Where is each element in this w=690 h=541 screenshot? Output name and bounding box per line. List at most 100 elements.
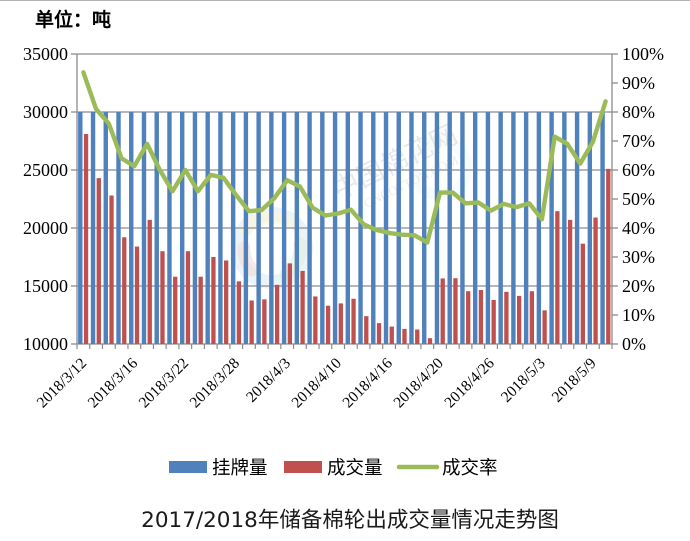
bar-listing-volume bbox=[358, 112, 363, 344]
y-axis-right-tick-label: 40% bbox=[622, 218, 655, 238]
unit-label: 单位：吨 bbox=[35, 8, 111, 31]
x-axis-date-label: 2018/3/16 bbox=[85, 355, 142, 412]
bar-listing-volume bbox=[281, 112, 287, 344]
bar-traded-volume bbox=[274, 284, 280, 344]
bar-listing-volume bbox=[154, 112, 159, 344]
bar-traded-volume bbox=[351, 298, 356, 344]
y-axis-right-tick-label: 10% bbox=[622, 305, 655, 325]
bar-listing-volume bbox=[447, 112, 452, 344]
bar-listing-volume bbox=[116, 112, 121, 344]
x-axis-date-label: 2018/4/10 bbox=[288, 355, 345, 412]
bar-listing-volume bbox=[549, 112, 554, 344]
bar-listing-volume bbox=[383, 112, 389, 344]
bar-traded-volume bbox=[96, 178, 101, 344]
y-axis-right-tick-label: 100% bbox=[622, 44, 664, 64]
bar-traded-volume bbox=[198, 276, 203, 344]
bar-traded-volume bbox=[224, 260, 229, 344]
bar-traded-volume bbox=[440, 278, 445, 344]
bar-listing-volume bbox=[192, 112, 198, 344]
bar-traded-volume bbox=[109, 195, 114, 344]
y-axis-left-tick-label: 10000 bbox=[23, 334, 68, 354]
bar-listing-volume bbox=[205, 112, 210, 344]
legend-swatch-volume bbox=[284, 461, 322, 473]
y-axis-right-tick-label: 50% bbox=[622, 189, 655, 209]
x-axis-date-label: 2018/5/9 bbox=[549, 355, 600, 406]
bar-traded-volume bbox=[313, 296, 318, 344]
bar-listing-volume bbox=[180, 112, 185, 344]
bar-traded-volume bbox=[580, 243, 585, 344]
bar-listing-volume bbox=[600, 112, 605, 344]
bar-listing-volume bbox=[409, 112, 414, 344]
rate-line bbox=[81, 70, 608, 245]
bar-listing-volume bbox=[345, 112, 350, 344]
bar-listing-volume bbox=[167, 112, 172, 344]
bar-traded-volume bbox=[83, 134, 89, 344]
bar-traded-volume bbox=[555, 211, 560, 344]
bar-traded-volume bbox=[160, 251, 165, 344]
bar-listing-volume bbox=[78, 112, 83, 344]
bar-traded-volume bbox=[249, 300, 254, 344]
x-axis-date-label: 2018/4/26 bbox=[441, 355, 498, 412]
y-axis-right-tick-label: 0% bbox=[622, 334, 646, 354]
y-axis-left-tick-label: 35000 bbox=[23, 44, 68, 64]
bar-traded-volume bbox=[122, 237, 127, 344]
bar-listing-volume bbox=[536, 112, 542, 344]
bar-traded-volume bbox=[389, 326, 394, 344]
bar-traded-volume bbox=[402, 328, 407, 344]
bar-listing-volume bbox=[269, 112, 274, 344]
bar-listing-volume bbox=[129, 112, 134, 344]
bar-traded-volume bbox=[338, 303, 343, 344]
bar-traded-volume bbox=[491, 299, 496, 344]
bar-traded-volume bbox=[287, 263, 293, 344]
bar-listing-volume bbox=[90, 112, 96, 344]
legend-label-listing: 挂牌量 bbox=[212, 458, 268, 479]
bar-listing-volume bbox=[256, 112, 261, 344]
bar-traded-volume bbox=[364, 316, 369, 344]
bar-traded-volume bbox=[376, 323, 382, 344]
bar-traded-volume bbox=[262, 299, 267, 344]
bar-listing-volume bbox=[422, 112, 427, 344]
y-axis-left-tick-label: 30000 bbox=[23, 102, 68, 122]
chart-title: 2017/2018年储备棉轮出成交量情况走势图 bbox=[141, 508, 559, 533]
y-axis-right-tick-label: 20% bbox=[622, 276, 655, 296]
bar-listing-volume bbox=[574, 112, 580, 344]
bar-listing-volume bbox=[230, 112, 236, 344]
y-axis-right-tick-label: 60% bbox=[622, 160, 655, 180]
bar-traded-volume bbox=[134, 246, 140, 344]
bar-traded-volume bbox=[466, 291, 471, 344]
bar-listing-volume bbox=[307, 112, 312, 344]
bar-traded-volume bbox=[185, 251, 191, 344]
bar-traded-volume bbox=[173, 276, 178, 344]
legend-label-rate: 成交率 bbox=[442, 458, 498, 479]
bar-listing-volume bbox=[562, 112, 567, 344]
x-axis-date-label: 2018/5/3 bbox=[498, 355, 549, 406]
bar-traded-volume bbox=[606, 168, 611, 344]
bar-listing-volume bbox=[460, 112, 465, 344]
bar-listing-volume bbox=[587, 112, 593, 344]
y-axis-left-tick-label: 15000 bbox=[23, 276, 68, 296]
bar-listing-volume bbox=[103, 112, 108, 344]
bar-traded-volume bbox=[325, 305, 331, 344]
legend-label-volume: 成交量 bbox=[327, 458, 383, 479]
bar-listing-volume bbox=[141, 112, 147, 344]
legend-swatch-listing bbox=[169, 461, 207, 473]
bar-traded-volume bbox=[300, 270, 305, 344]
x-axis-date-label: 2018/3/12 bbox=[34, 355, 90, 411]
bar-traded-volume bbox=[516, 295, 522, 344]
x-axis-date-label: 2018/3/28 bbox=[187, 355, 244, 412]
bar-listing-volume bbox=[320, 112, 325, 344]
axes bbox=[71, 53, 618, 349]
rate-line-series bbox=[81, 70, 608, 245]
bar-listing-volume bbox=[498, 112, 503, 344]
bar-listing-volume bbox=[472, 112, 478, 344]
bar-listing-volume bbox=[218, 112, 223, 344]
bar-traded-volume bbox=[542, 310, 547, 344]
bar-listing-volume bbox=[434, 112, 440, 344]
bar-traded-volume bbox=[427, 338, 433, 344]
bar-listing-volume bbox=[396, 112, 401, 344]
bar-traded-volume bbox=[453, 278, 458, 344]
x-axis-date-label: 2018/3/22 bbox=[136, 355, 192, 411]
bar-listing-volume bbox=[332, 112, 338, 344]
y-axis-right-tick-label: 70% bbox=[622, 131, 655, 151]
bar-listing-volume bbox=[294, 112, 300, 344]
